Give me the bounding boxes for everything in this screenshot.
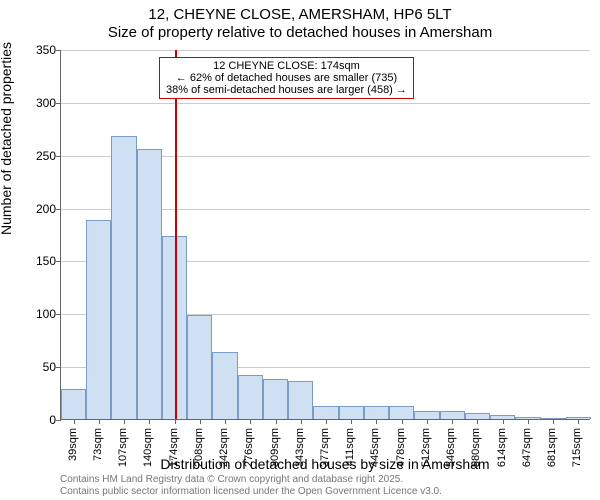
grid-line (61, 103, 590, 104)
y-tick-label: 0 (16, 413, 56, 427)
y-tick-mark (56, 50, 61, 51)
x-tick-mark (477, 419, 478, 424)
x-tick-label: 614sqm (496, 428, 508, 467)
x-tick-label: 411sqm (344, 428, 356, 466)
histogram-bar (515, 417, 540, 419)
x-tick-label: 478sqm (395, 428, 407, 467)
y-tick-label: 50 (16, 360, 56, 374)
x-tick-mark (528, 419, 529, 424)
grid-line (61, 50, 590, 51)
histogram-bar (238, 375, 263, 419)
x-tick-mark (452, 419, 453, 424)
histogram-bar (389, 406, 414, 419)
x-tick-mark (376, 419, 377, 424)
y-tick-mark (56, 156, 61, 157)
histogram-bar (313, 406, 338, 419)
y-tick-mark (56, 314, 61, 315)
y-tick-mark (56, 367, 61, 368)
chart-container: 12, CHEYNE CLOSE, AMERSHAM, HP6 5LT Size… (0, 0, 600, 500)
annotation-line-1: 12 CHEYNE CLOSE: 174sqm (166, 60, 407, 72)
x-tick-label: 377sqm (319, 428, 331, 467)
x-tick-label: 242sqm (218, 428, 230, 467)
histogram-bar (490, 415, 515, 419)
x-tick-mark (276, 419, 277, 424)
footer-text: Contains HM Land Registry data © Crown c… (60, 474, 442, 498)
x-tick-label: 73sqm (92, 428, 104, 461)
x-tick-mark (427, 419, 428, 424)
y-tick-label: 350 (16, 43, 56, 57)
x-tick-mark (200, 419, 201, 424)
x-tick-mark (225, 419, 226, 424)
x-tick-label: 681sqm (546, 428, 558, 467)
histogram-bar (137, 149, 162, 419)
histogram-bar (86, 220, 111, 419)
histogram-bar (440, 411, 465, 419)
x-tick-label: 208sqm (193, 428, 205, 467)
title-line-2: Size of property relative to detached ho… (0, 24, 600, 41)
histogram-bar (288, 381, 313, 419)
y-tick-mark (56, 209, 61, 210)
y-tick-mark (56, 420, 61, 421)
y-tick-label: 200 (16, 202, 56, 216)
annotation-line-3: 38% of semi-detached houses are larger (… (166, 84, 407, 96)
x-tick-label: 343sqm (294, 428, 306, 467)
x-tick-mark (301, 419, 302, 424)
x-tick-label: 174sqm (168, 428, 180, 467)
x-tick-label: 39sqm (67, 428, 79, 461)
footer-line-1: Contains HM Land Registry data © Crown c… (60, 474, 442, 486)
footer-line-2: Contains public sector information licen… (60, 486, 442, 498)
x-tick-mark (250, 419, 251, 424)
x-tick-label: 107sqm (117, 428, 129, 467)
x-tick-mark (99, 419, 100, 424)
x-tick-mark (402, 419, 403, 424)
x-tick-label: 647sqm (521, 428, 533, 467)
x-tick-label: 309sqm (269, 428, 281, 467)
x-tick-mark (175, 419, 176, 424)
annotation-box: 12 CHEYNE CLOSE: 174sqm← 62% of detached… (159, 57, 414, 99)
x-tick-label: 512sqm (420, 428, 432, 467)
histogram-bar (187, 315, 212, 419)
histogram-bar (465, 413, 490, 419)
histogram-bar (541, 418, 566, 419)
x-tick-label: 445sqm (369, 428, 381, 467)
histogram-bar (364, 406, 389, 419)
histogram-bar (566, 417, 591, 419)
y-tick-label: 300 (16, 96, 56, 110)
x-tick-label: 276sqm (243, 428, 255, 467)
x-tick-mark (578, 419, 579, 424)
x-tick-label: 546sqm (445, 428, 457, 467)
x-tick-mark (503, 419, 504, 424)
y-tick-label: 100 (16, 307, 56, 321)
x-tick-mark (124, 419, 125, 424)
y-tick-label: 150 (16, 254, 56, 268)
y-axis-label: Number of detached properties (0, 42, 14, 235)
histogram-bar (212, 352, 237, 419)
x-tick-mark (351, 419, 352, 424)
annotation-line-2: ← 62% of detached houses are smaller (73… (166, 72, 407, 84)
x-tick-label: 715sqm (571, 428, 583, 467)
y-tick-label: 250 (16, 149, 56, 163)
x-tick-mark (326, 419, 327, 424)
y-tick-mark (56, 103, 61, 104)
histogram-bar (111, 136, 136, 419)
histogram-bar (339, 406, 364, 419)
x-tick-mark (74, 419, 75, 424)
histogram-bar (414, 411, 439, 419)
plot-area: 12 CHEYNE CLOSE: 174sqm← 62% of detached… (60, 50, 590, 420)
x-tick-label: 140sqm (142, 428, 154, 467)
x-tick-mark (553, 419, 554, 424)
x-tick-mark (149, 419, 150, 424)
reference-line (175, 50, 177, 419)
histogram-bar (263, 379, 288, 419)
title-line-1: 12, CHEYNE CLOSE, AMERSHAM, HP6 5LT (0, 6, 600, 23)
histogram-bar (61, 389, 86, 419)
y-tick-mark (56, 261, 61, 262)
x-tick-label: 580sqm (470, 428, 482, 467)
